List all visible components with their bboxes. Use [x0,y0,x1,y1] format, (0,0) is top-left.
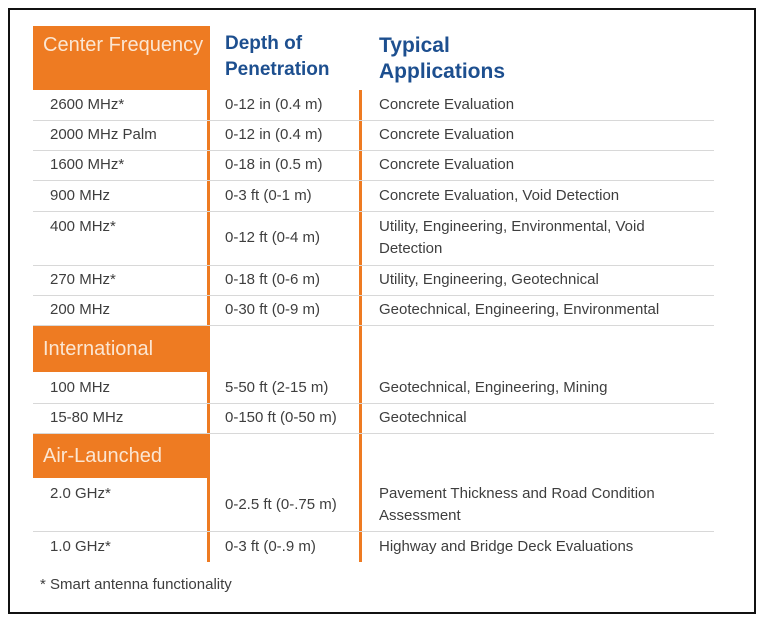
cell-depth: 0-12 ft (0-4 m) [225,229,321,246]
row-divider [33,180,714,181]
cell-applications: Utility, Engineering, Environmental, Voi… [379,218,645,257]
column-divider [207,26,210,562]
footnote: * Smart antenna functionality [40,576,232,593]
row-divider [33,295,714,296]
table-frame [8,8,756,614]
section-air-launched: Air-Launched [33,433,210,478]
cell-applications: Highway and Bridge Deck Evaluations [379,537,634,555]
row-divider [33,150,714,151]
cell-depth: 0-12 in (0.4 m) [225,96,323,113]
cell-frequency: 2000 MHz Palm [50,126,157,143]
cell-frequency: 900 MHz [50,186,111,204]
row-divider [33,433,714,434]
cell-frequency: 1600 MHz* [50,156,125,173]
header-applications: Typical Applications [379,34,506,83]
cell-frequency: 2600 MHz* [50,96,125,113]
cell-depth: 0-18 in (0.5 m) [225,156,323,173]
cell-depth: 0-12 in (0.4 m) [225,126,323,143]
section-international: International [33,325,210,372]
header-depth: Depth of Penetration [225,33,330,80]
cell-applications: Concrete Evaluation, Void Detection [379,186,620,204]
cell-depth: 0-2.5 ft (0-.75 m) [225,495,337,513]
cell-applications: Concrete Evaluation [379,156,515,173]
row-divider [33,403,714,404]
cell-frequency: 270 MHz* [50,271,116,288]
cell-frequency: 2.0 GHz* [50,485,111,502]
cell-frequency: 200 MHz [50,301,111,318]
cell-depth: 0-150 ft (0-50 m) [225,409,337,426]
cell-frequency: 15-80 MHz [50,409,124,426]
cell-applications: Geotechnical, Engineering, Mining [379,378,608,396]
row-divider [33,120,714,121]
cell-applications: Geotechnical, Engineering, Environmental [379,301,660,318]
cell-frequency: 400 MHz* [50,218,116,235]
cell-frequency: 100 MHz [50,378,111,396]
cell-depth: 0-3 ft (0-1 m) [225,186,312,204]
cell-applications: Geotechnical [379,409,467,426]
cell-frequency: 1.0 GHz* [50,537,111,555]
cell-applications: Utility, Engineering, Geotechnical [379,271,599,288]
header-center-frequency: Center Frequency [33,26,210,90]
row-divider [33,265,714,266]
cell-applications: Concrete Evaluation [379,96,515,113]
column-divider [359,90,362,562]
cell-depth: 0-30 ft (0-9 m) [225,301,321,318]
row-divider [33,211,714,212]
row-divider [33,325,714,326]
row-divider [33,531,714,532]
cell-depth: 0-3 ft (0-.9 m) [225,537,316,555]
cell-depth: 5-50 ft (2-15 m) [225,378,329,396]
cell-applications: Pavement Thickness and Road Condition As… [379,484,655,524]
cell-applications: Concrete Evaluation [379,126,515,143]
cell-depth: 0-18 ft (0-6 m) [225,271,321,288]
